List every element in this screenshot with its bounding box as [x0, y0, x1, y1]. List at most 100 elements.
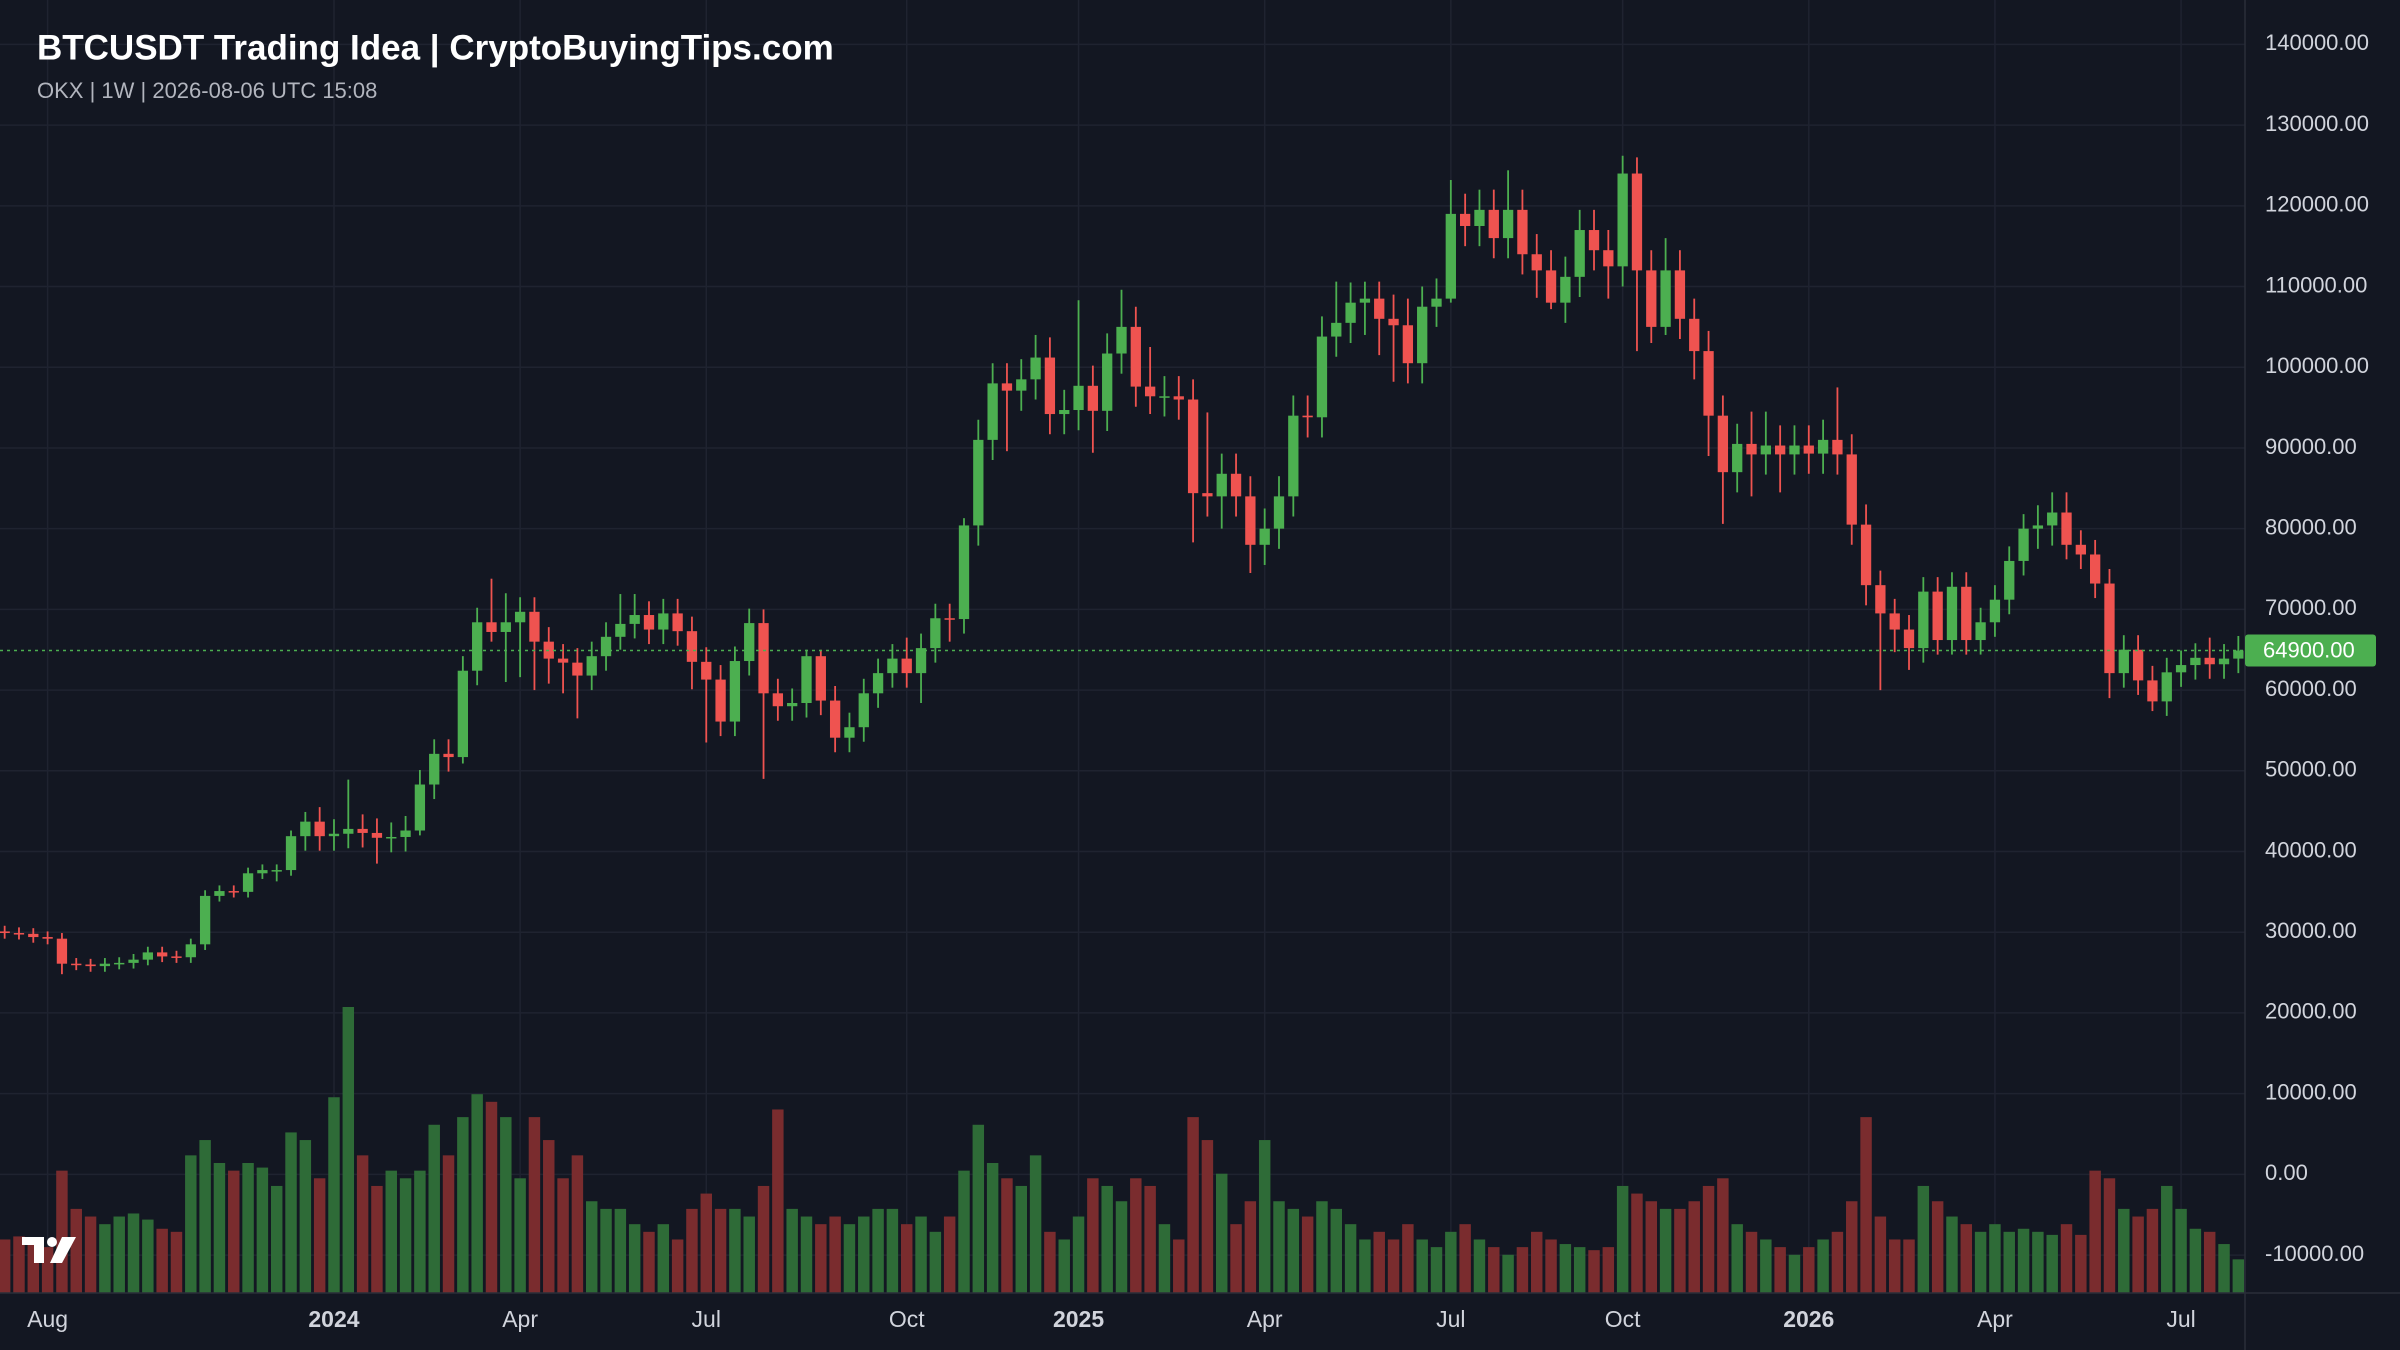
candle-body: [887, 658, 898, 674]
volume-bar: [543, 1140, 555, 1293]
volume-bar: [2060, 1224, 2073, 1293]
volume-bar: [41, 1247, 54, 1293]
volume-bar: [1559, 1244, 1572, 1293]
volume-bar: [1717, 1178, 1729, 1293]
volume-bar: [385, 1170, 397, 1293]
candle-body: [343, 828, 354, 834]
candle-body: [214, 891, 225, 896]
volume-bar: [242, 1163, 254, 1293]
volume-bar: [84, 1216, 97, 1293]
volume-bar: [1230, 1224, 1242, 1293]
candle-body: [1359, 298, 1371, 303]
candle-body: [1187, 399, 1199, 494]
volume-bar: [557, 1178, 569, 1293]
volume-bar: [671, 1239, 684, 1293]
candle-body: [2004, 560, 2015, 600]
volume-bar: [1588, 1250, 1600, 1293]
candle-body: [1431, 298, 1442, 307]
volume-bar: [156, 1228, 168, 1293]
volume-bar: [1659, 1208, 1672, 1293]
candle-body: [973, 439, 984, 526]
candle-body: [1488, 209, 1499, 239]
volume-bar: [457, 1117, 469, 1293]
volume-bar: [371, 1185, 383, 1293]
candle-body: [1116, 326, 1127, 354]
volume-bar: [1130, 1178, 1142, 1293]
volume-bar: [1989, 1224, 2001, 1293]
candle-body: [1817, 439, 1829, 454]
candle-body: [400, 830, 411, 837]
volume-bar: [1301, 1216, 1314, 1293]
candle-body: [643, 615, 655, 630]
volume-bar: [528, 1117, 541, 1293]
candle-body: [1374, 298, 1385, 319]
candle-body: [586, 656, 597, 676]
volume-bar: [1044, 1231, 1056, 1293]
volume-bar: [99, 1224, 111, 1293]
candle-body: [1388, 318, 1399, 326]
volume-layer: [0, 1007, 2245, 1293]
volume-bar: [1058, 1239, 1070, 1293]
volume-bar: [399, 1178, 412, 1293]
volume-bar: [1216, 1173, 1228, 1293]
candle-layer: [0, 155, 2244, 975]
candle-body: [2161, 672, 2172, 702]
candle-body: [2190, 657, 2201, 666]
candle-body: [1631, 173, 1643, 271]
volume-bar: [1860, 1117, 1872, 1293]
volume-bar: [886, 1208, 899, 1293]
candle-body: [1016, 379, 1027, 391]
candle-body: [758, 623, 769, 694]
candle-body: [729, 661, 741, 722]
candle-body: [1875, 585, 1886, 614]
candle-body: [1130, 326, 1141, 387]
candle-body: [2090, 554, 2101, 584]
candle-body: [1918, 591, 1929, 649]
volume-bar: [70, 1208, 82, 1293]
volume-bar: [2003, 1231, 2015, 1293]
candle-body: [686, 631, 698, 662]
candle-body: [2018, 528, 2029, 561]
volume-bar: [1144, 1185, 1156, 1293]
candle-body: [1674, 270, 1686, 319]
candle-body: [386, 836, 397, 839]
volume-bar: [170, 1231, 183, 1293]
volume-bar: [743, 1216, 755, 1293]
volume-bar: [2161, 1185, 2173, 1293]
volume-bar: [929, 1231, 942, 1293]
candle-body: [314, 821, 325, 837]
volume-bar: [0, 1239, 11, 1293]
candle-body: [557, 658, 569, 663]
candle-body: [1746, 443, 1757, 455]
candle-body: [715, 679, 726, 722]
volume-bar: [1101, 1185, 1113, 1293]
candle-body: [1903, 629, 1915, 649]
candle-body: [157, 952, 168, 957]
candle-body: [1459, 213, 1471, 226]
logo-part: [50, 1237, 76, 1263]
candle-body: [1760, 445, 1771, 455]
volume-bar: [228, 1170, 240, 1293]
volume-bar: [2146, 1208, 2159, 1293]
grid: [0, 0, 2245, 1293]
volume-bar: [757, 1185, 770, 1293]
volume-bar: [1774, 1247, 1786, 1293]
volume-bar: [299, 1140, 312, 1293]
candle-body: [99, 963, 111, 967]
candle-body: [414, 784, 426, 831]
candle-body: [1345, 302, 1356, 323]
volume-bar: [1387, 1239, 1400, 1293]
price-tag: [2245, 634, 2376, 667]
volume-bar: [2118, 1208, 2130, 1293]
price-tag-label: 64900.00: [2263, 637, 2355, 662]
volume-bar: [2218, 1244, 2230, 1293]
volume-bar: [686, 1208, 698, 1293]
volume-bar: [585, 1201, 598, 1293]
volume-bar: [1359, 1239, 1371, 1293]
candle-body: [443, 753, 454, 758]
y-tick-label: 10000.00: [2265, 1079, 2357, 1104]
candle-body: [1044, 357, 1056, 415]
volume-bar: [614, 1208, 627, 1293]
volume-bar: [2046, 1234, 2058, 1293]
